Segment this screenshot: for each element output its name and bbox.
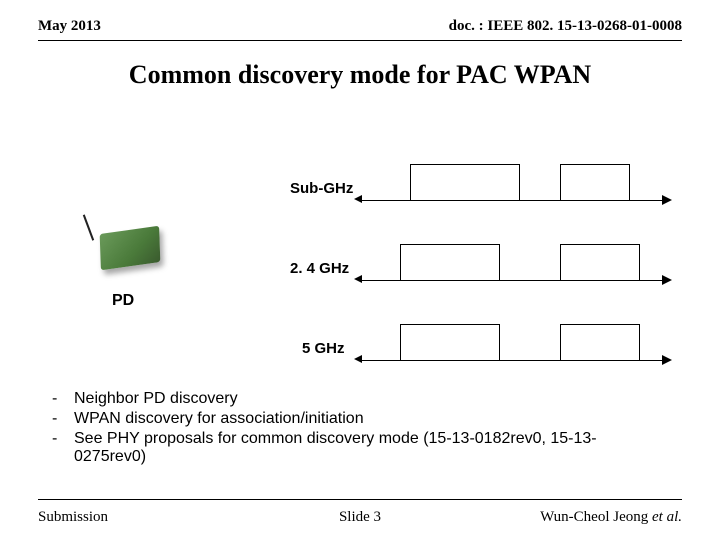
freq-row-subghz: Sub-GHz xyxy=(70,160,670,210)
freq-label: 5 GHz xyxy=(302,340,345,357)
bullet-list: - Neighbor PD discovery - WPAN discovery… xyxy=(52,390,660,468)
axis-arrow-left xyxy=(354,195,362,203)
pulse xyxy=(400,324,500,360)
bullet-item: - Neighbor PD discovery xyxy=(52,390,660,408)
freq-label: 2. 4 GHz xyxy=(290,260,349,277)
bullet-dash: - xyxy=(52,430,74,466)
timing-diagram: PD Sub-GHz 2. 4 GHz 5 GHz xyxy=(70,160,670,380)
footer-rule xyxy=(38,499,682,500)
bullet-dash: - xyxy=(52,410,74,428)
freq-row-2-4ghz: 2. 4 GHz xyxy=(70,240,670,290)
bullet-dash: - xyxy=(52,390,74,408)
time-axis xyxy=(360,200,670,201)
pulse xyxy=(560,164,630,200)
axis-arrow-right xyxy=(662,275,672,285)
freq-row-5ghz: 5 GHz xyxy=(70,320,670,370)
bullet-text: Neighbor PD discovery xyxy=(74,390,660,408)
page-title: Common discovery mode for PAC WPAN xyxy=(0,60,720,90)
pulse xyxy=(410,164,520,200)
pd-label: PD xyxy=(112,292,134,310)
time-axis xyxy=(360,360,670,361)
pulse xyxy=(560,324,640,360)
header-date: May 2013 xyxy=(38,18,101,35)
footer-slide-number: Slide 3 xyxy=(38,509,682,526)
time-axis xyxy=(360,280,670,281)
axis-arrow-left xyxy=(354,355,362,363)
freq-label: Sub-GHz xyxy=(290,180,353,197)
pulse xyxy=(400,244,500,280)
header-doc-number: doc. : IEEE 802. 15-13-0268-01-0008 xyxy=(449,18,682,35)
axis-arrow-left xyxy=(354,275,362,283)
pulse xyxy=(560,244,640,280)
bullet-item: - WPAN discovery for association/initiat… xyxy=(52,410,660,428)
axis-arrow-right xyxy=(662,355,672,365)
axis-arrow-right xyxy=(662,195,672,205)
bullet-text: WPAN discovery for association/initiatio… xyxy=(74,410,660,428)
bullet-item: - See PHY proposals for common discovery… xyxy=(52,430,660,466)
header-rule xyxy=(38,40,682,41)
bullet-text: See PHY proposals for common discovery m… xyxy=(74,430,660,466)
